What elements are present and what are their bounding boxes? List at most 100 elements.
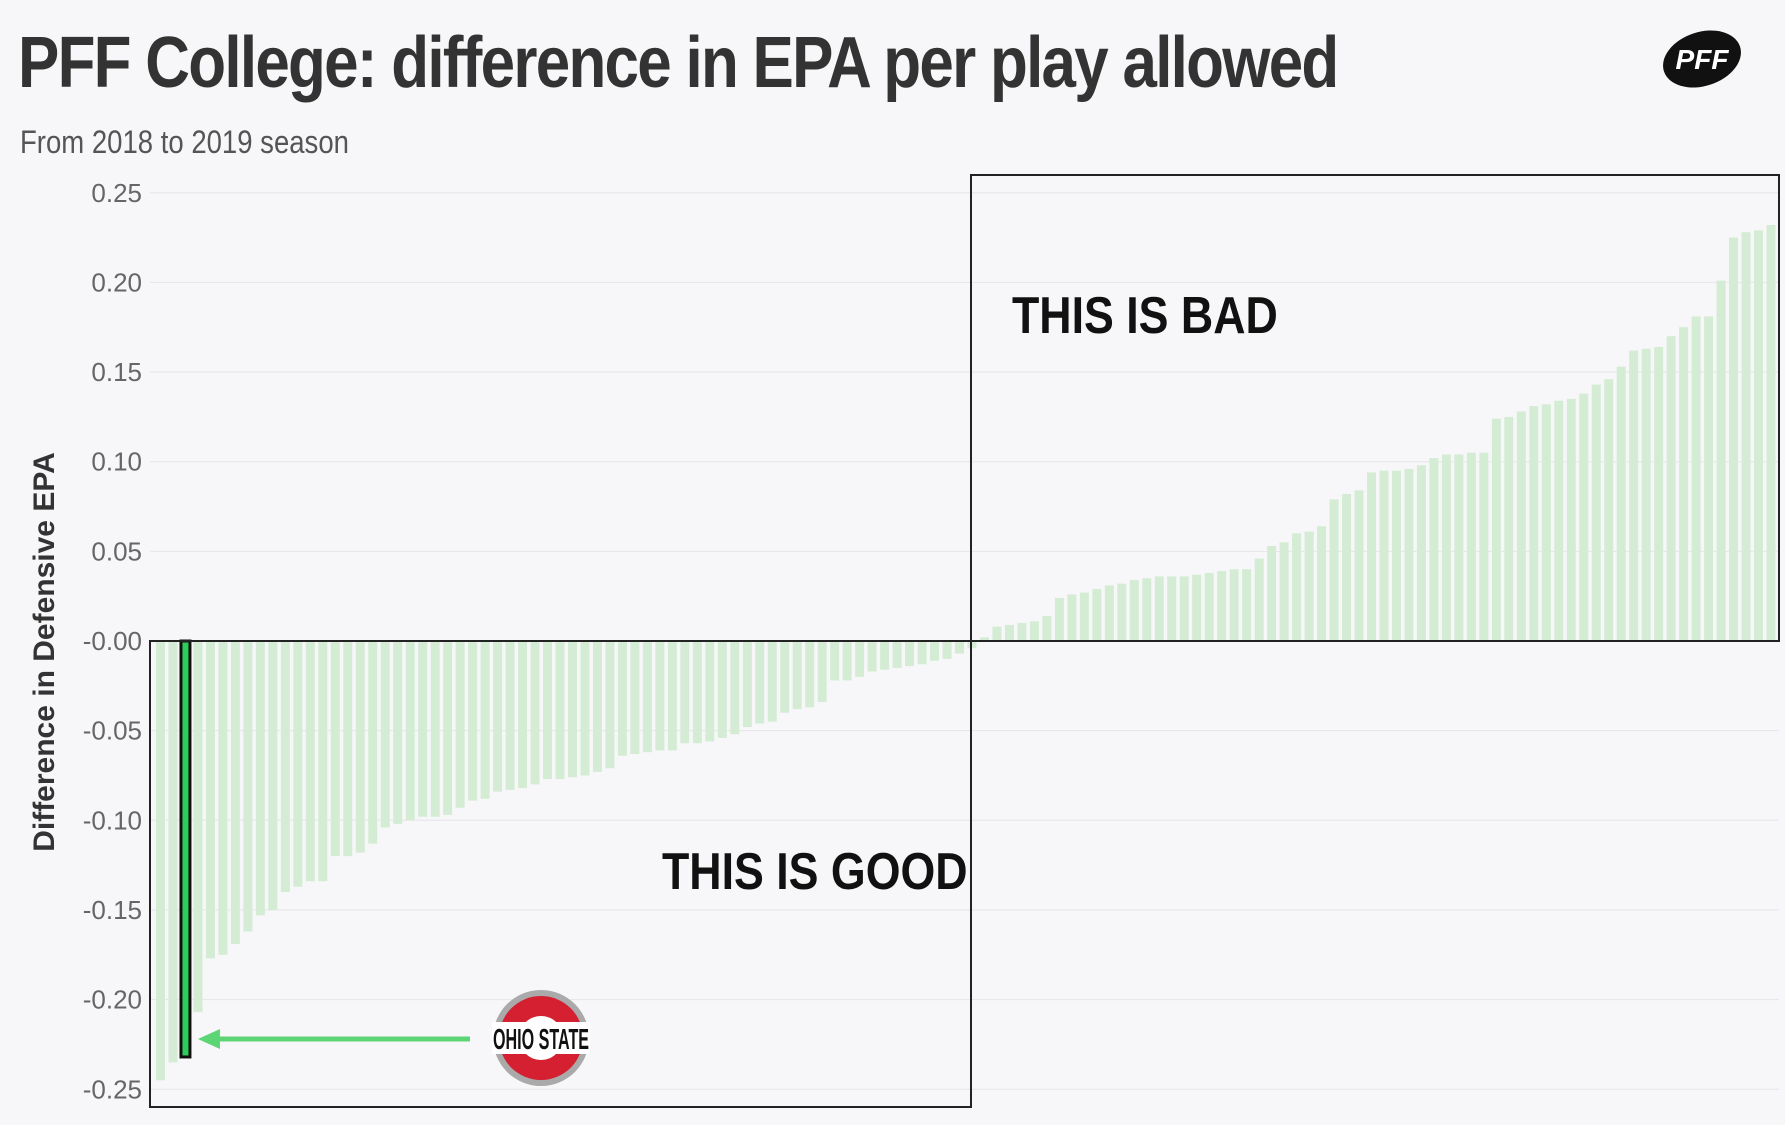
bar (705, 641, 715, 742)
bar (942, 641, 952, 659)
bar (493, 641, 503, 792)
bar (1416, 465, 1426, 641)
y-axis-label: Difference in Defensive EPA (28, 452, 61, 852)
bar (1616, 366, 1626, 641)
y-tick-label: -0.25 (83, 1074, 142, 1104)
pff-logo-text: PFF (1676, 44, 1730, 75)
bar (979, 637, 989, 641)
chart-title: PFF College: difference in EPA per play … (18, 23, 1339, 103)
bar (1229, 569, 1239, 641)
bar (1379, 470, 1389, 641)
bar (1541, 404, 1551, 641)
y-tick-label: 0.20 (91, 267, 142, 297)
y-tick-label: -0.05 (83, 716, 142, 746)
ohio-state-logo: OHIO STATE (492, 990, 590, 1086)
y-tick-label: 0.10 (91, 447, 142, 477)
bar (455, 641, 465, 808)
bar (1042, 615, 1052, 641)
bar (617, 641, 627, 756)
bar (368, 641, 378, 844)
bar (730, 641, 740, 735)
bar (1129, 580, 1139, 641)
bar (755, 641, 765, 724)
bar (330, 641, 340, 857)
bar (1516, 411, 1526, 641)
bar (1391, 470, 1401, 641)
bar (830, 641, 840, 681)
bar (1629, 350, 1639, 641)
bar (792, 641, 802, 710)
highlight-arrow (197, 1029, 470, 1049)
bar (293, 641, 303, 887)
bar (905, 641, 915, 667)
bar (930, 641, 940, 661)
bar (1441, 454, 1451, 641)
bar (430, 641, 440, 817)
bar (580, 641, 590, 776)
bar (1654, 346, 1664, 641)
bar (343, 641, 353, 857)
bar (1142, 578, 1152, 641)
bar (992, 626, 1002, 641)
y-tick-label: 0.25 (91, 178, 142, 208)
bar (1342, 493, 1352, 641)
bar (642, 641, 652, 753)
bar (480, 641, 490, 799)
bar-highlight (179, 639, 192, 1059)
bar (680, 641, 690, 744)
bar (767, 641, 777, 722)
bar (393, 641, 403, 824)
bar (230, 641, 240, 945)
bar (1254, 558, 1264, 641)
bar (1479, 452, 1489, 641)
bar (605, 641, 615, 769)
bar (1754, 230, 1764, 641)
y-tick-label: 0.05 (91, 536, 142, 566)
bar (205, 641, 215, 959)
bar (1454, 454, 1464, 641)
bar (1691, 316, 1701, 641)
bar (1267, 545, 1277, 641)
bar (268, 641, 278, 910)
bar (1716, 280, 1726, 641)
arrow-head (197, 1029, 220, 1049)
bar (1491, 418, 1501, 641)
bar (855, 641, 865, 677)
bar (1604, 379, 1614, 641)
bad-annotation: THIS IS BAD (1012, 287, 1278, 345)
bad-region-box (970, 174, 1780, 642)
bar (1766, 225, 1776, 642)
bar (405, 641, 415, 821)
bar (305, 641, 315, 882)
bar (505, 641, 515, 790)
bar (805, 641, 815, 708)
bar (1429, 458, 1439, 641)
bar (1154, 576, 1164, 641)
bar (418, 641, 428, 817)
bar (255, 641, 265, 916)
bar (355, 641, 365, 853)
bar (193, 641, 203, 1013)
bar (917, 641, 927, 665)
bar (880, 641, 890, 670)
bar (1179, 576, 1189, 641)
bar (518, 641, 528, 789)
bar (1579, 393, 1589, 641)
bar (567, 641, 577, 778)
bar (780, 641, 790, 713)
bar (243, 641, 253, 932)
bar (630, 641, 640, 754)
y-tick-label: -0.10 (83, 805, 142, 835)
bar (380, 641, 390, 828)
bar (1079, 592, 1089, 641)
bar (867, 641, 877, 672)
bar (892, 641, 902, 668)
bar (1054, 597, 1064, 641)
bar (1529, 406, 1539, 641)
y-tick-label: 0.15 (91, 357, 142, 387)
bar (318, 641, 328, 882)
pff-logo: PFF (1663, 30, 1741, 88)
bar (1466, 452, 1476, 641)
bar (1192, 574, 1202, 641)
